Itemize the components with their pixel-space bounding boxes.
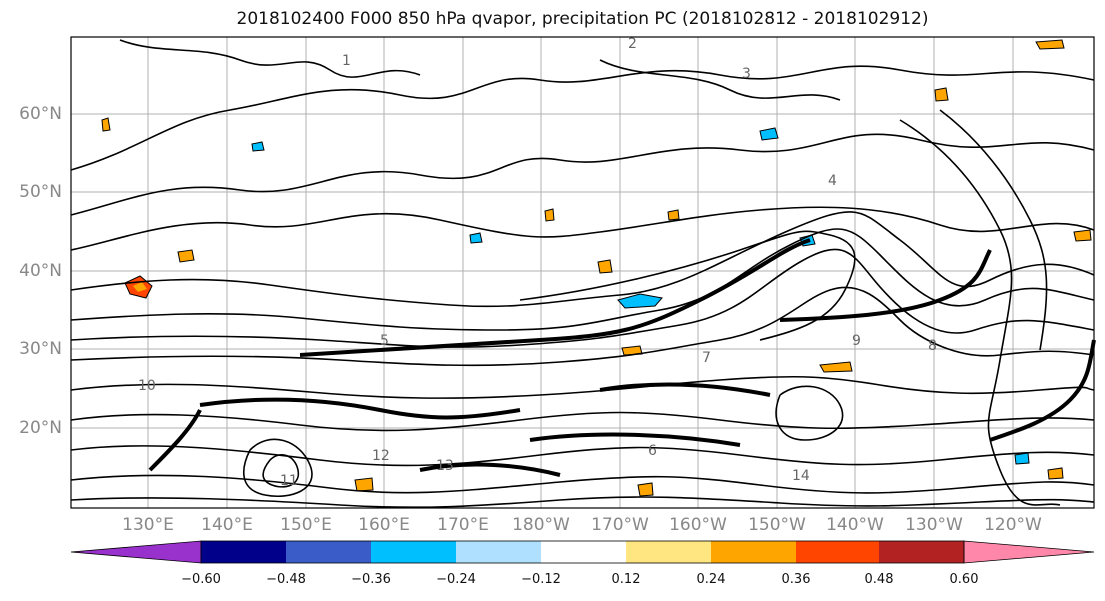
- colorbar: [70, 540, 1095, 564]
- lon-label: 150°E: [280, 515, 332, 535]
- lat-label: 40°N: [19, 261, 62, 281]
- lon-label: 140°E: [201, 515, 253, 535]
- colorbar-segment: [456, 541, 541, 563]
- colorbar-segment: [201, 541, 286, 563]
- colorbar-segment: [796, 541, 879, 563]
- contour-label: 2: [628, 36, 637, 52]
- colorbar-tick-label: 0.60: [949, 572, 979, 587]
- lon-label: 160°W: [669, 515, 727, 535]
- colorbar-tick-label: −0.48: [266, 572, 306, 587]
- plot-frame: [70, 36, 1095, 509]
- contour-label: 5: [380, 333, 389, 349]
- contour-label: 3: [742, 66, 751, 82]
- colorbar-extend-low: [70, 540, 202, 564]
- colorbar-segment: [626, 541, 711, 563]
- precip-anomaly-patches: [101, 39, 1092, 497]
- lon-label: 130°E: [122, 515, 174, 535]
- dense-contour-bands: [148, 238, 1096, 477]
- lon-label: 170°E: [437, 515, 489, 535]
- contour-label: 10: [138, 378, 156, 394]
- lon-label: 170°W: [591, 515, 649, 535]
- colorbar-segment: [371, 541, 456, 563]
- lat-label: 20°N: [19, 418, 62, 438]
- colorbar-tick-label: −0.36: [351, 572, 391, 587]
- contour-label: 8: [928, 338, 937, 354]
- colorbar-segment: [541, 541, 626, 563]
- colorbar-segment: [879, 541, 964, 563]
- lat-label: 50°N: [19, 182, 62, 202]
- contour-label: 11: [280, 473, 298, 489]
- lon-label: 150°W: [748, 515, 806, 535]
- lat-label: 60°N: [19, 104, 62, 124]
- contour-label: 14: [792, 468, 810, 484]
- colorbar-tick-label: 0.36: [781, 572, 811, 587]
- colorbar-extend-high: [963, 540, 1095, 564]
- contour-label: 9: [852, 333, 861, 349]
- contour-label: 1: [342, 53, 351, 69]
- lon-label: 130°W: [905, 515, 963, 535]
- contour-label: 6: [648, 443, 657, 459]
- contour-label: 12: [372, 448, 390, 464]
- contour-label: 4: [828, 173, 837, 189]
- colorbar-tick-label: 0.48: [864, 572, 894, 587]
- contour-label: 13: [436, 458, 454, 474]
- contour-labels: 1 2 3 4 5 6 7 8 9 10 11 12 13 14: [138, 36, 937, 489]
- plot-area: [71, 37, 1094, 508]
- colorbar-segment: [286, 541, 371, 563]
- map-title: 2018102400 F000 850 hPa qvapor, precipit…: [236, 9, 929, 29]
- colorbar-segment: [711, 541, 796, 563]
- lon-label: 180°W: [512, 515, 570, 535]
- graticule: [71, 37, 1094, 508]
- colorbar-tick-label: 0.12: [611, 572, 641, 587]
- lon-label: 160°E: [358, 515, 410, 535]
- qvapor-contours: [70, 39, 1095, 509]
- colorbar-tick-label: 0.24: [696, 572, 726, 587]
- lon-label: 140°W: [826, 515, 884, 535]
- colorbar-tick-label: −0.24: [436, 572, 476, 587]
- colorbar-tick-label: −0.12: [521, 572, 561, 587]
- lon-label: 120°W: [984, 515, 1042, 535]
- contour-label: 7: [702, 350, 711, 366]
- colorbar-tick-label: −0.60: [181, 572, 221, 587]
- lat-label: 30°N: [19, 339, 62, 359]
